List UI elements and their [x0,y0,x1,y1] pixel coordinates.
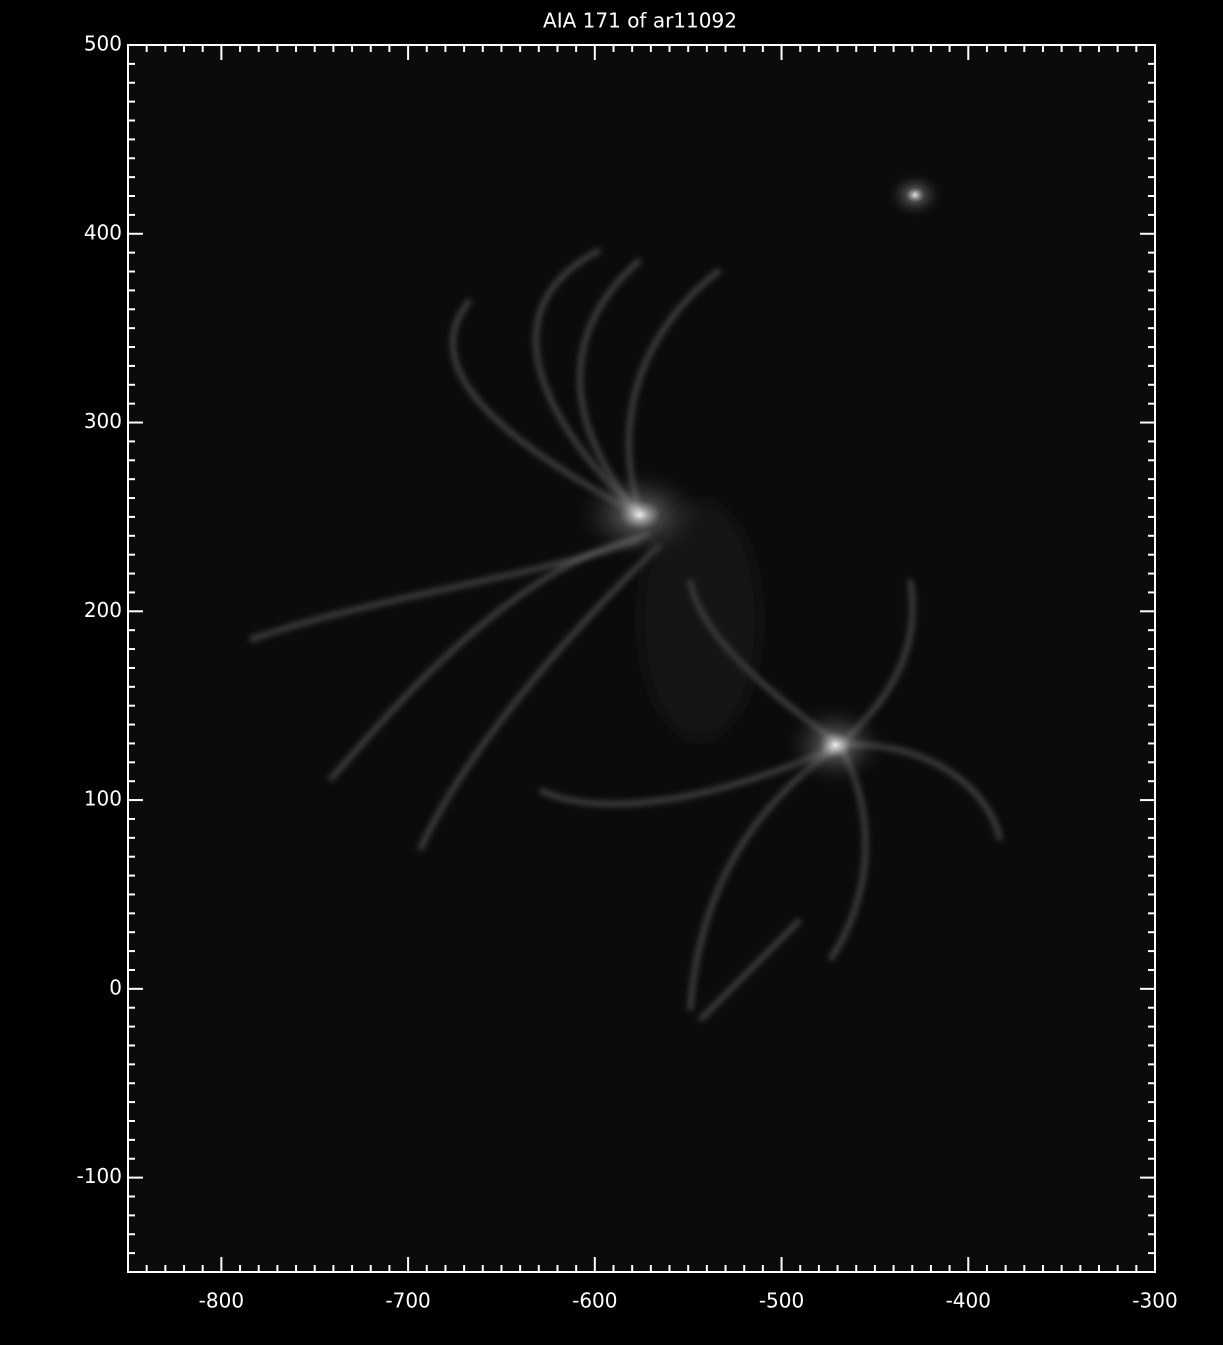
y-tick-label: 400 [84,220,122,244]
x-tick-label: -700 [385,1289,430,1313]
y-tick-label: 500 [84,32,122,56]
y-tick-label: 200 [84,598,122,622]
solar-image [128,45,1155,1272]
x-tick-label: -300 [1132,1289,1177,1313]
plot-frame [127,44,1156,1273]
x-tick-label: -500 [759,1289,804,1313]
x-tick-label: -400 [946,1289,991,1313]
y-tick-label: 300 [84,409,122,433]
x-tick-label: -600 [572,1289,617,1313]
x-tick-label: -800 [199,1289,244,1313]
chart-title: AIA 171 of ar11092 [543,9,737,33]
y-tick-label: -100 [77,1164,122,1188]
y-tick-label: 100 [84,787,122,811]
y-tick-label: 0 [109,975,122,999]
